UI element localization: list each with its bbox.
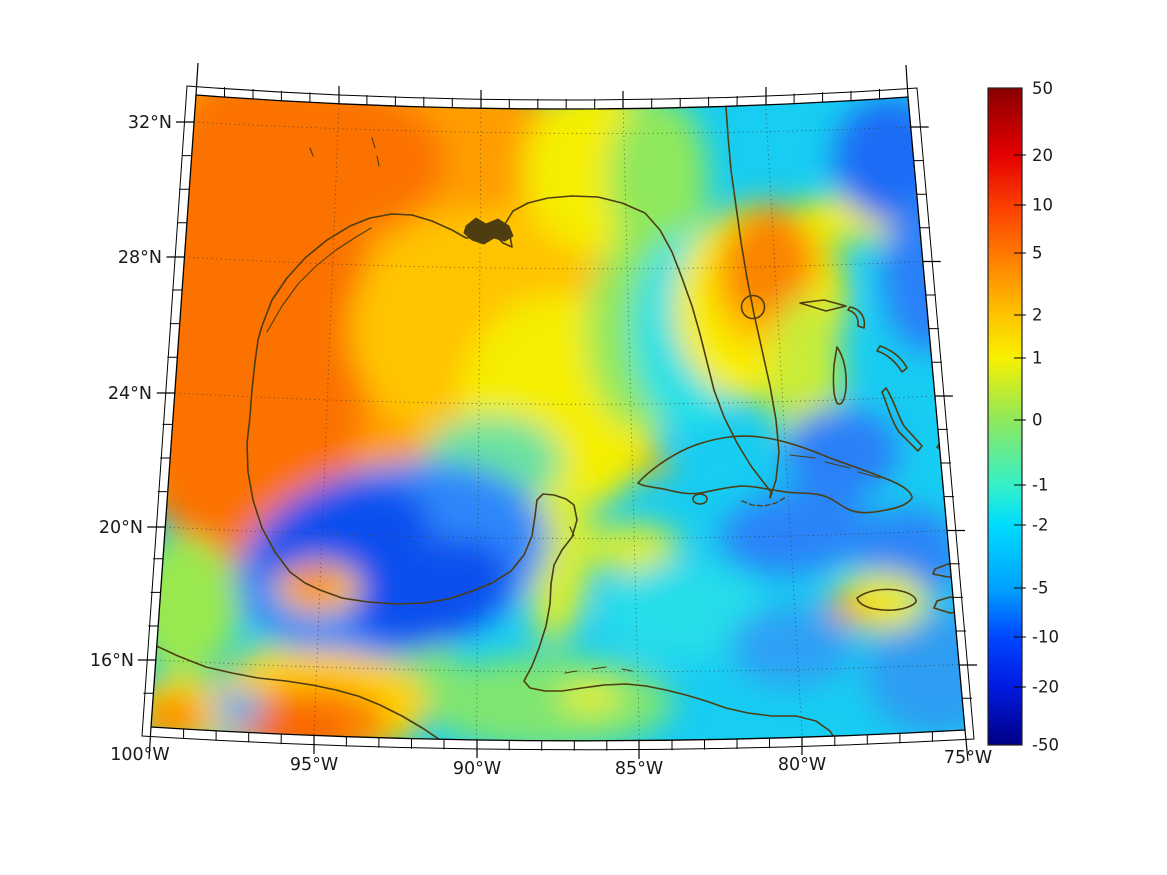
cb-label-m50: -50 (1032, 736, 1059, 755)
texas-barrier-islands (266, 227, 372, 333)
mississippi-delta (463, 217, 514, 245)
cuba-north-keys (789, 454, 881, 479)
meridian-95w (313, 103, 340, 736)
coastline-cuba (637, 435, 913, 514)
coastlines (151, 106, 965, 741)
cb-label-m2: -2 (1032, 516, 1048, 535)
colorbar-ticks (1014, 154, 1026, 688)
lon-label-80w: 80°W (778, 755, 826, 775)
lat-label-16n: 16°N (90, 651, 134, 671)
cb-label-2: 2 (1032, 306, 1043, 325)
bahamas-abaco (847, 306, 866, 329)
meridian-85w (622, 108, 640, 741)
latitude-labels: 32°N 28°N 24°N 20°N 16°N (90, 113, 172, 671)
frame-minor-ticks-right (913, 160, 973, 699)
lon-label-85w: 85°W (615, 759, 663, 779)
coastline-jamaica (856, 588, 917, 611)
colorbar-gradient (988, 88, 1022, 745)
colorbar-border (987, 87, 1023, 746)
lake-okeechobee (740, 294, 766, 320)
frame-minor-ticks-left (143, 155, 192, 694)
cb-label-m20: -20 (1032, 678, 1059, 697)
scalar-field (151, 95, 965, 741)
major-ticks-left (137, 121, 194, 661)
corner-meridian-ticks (148, 62, 969, 762)
cb-label-m1: -1 (1032, 476, 1048, 495)
cb-label-0: 0 (1032, 411, 1043, 430)
cb-label-10: 10 (1032, 196, 1053, 215)
major-ticks-top (338, 86, 767, 109)
lon-label-100w: 100°W (110, 745, 169, 765)
meridian-90w (476, 108, 482, 740)
cb-label-m10: -10 (1032, 628, 1059, 647)
graticule (155, 103, 960, 741)
coastline-pacific-mexico (151, 642, 451, 741)
isla-juventud (692, 493, 708, 505)
lat-label-28n: 28°N (118, 248, 162, 268)
bahamas-grand-bahama (799, 299, 847, 312)
cb-label-m5: -5 (1032, 579, 1048, 598)
bahamas-andros (832, 346, 847, 405)
frame-minor-ticks-bottom (183, 729, 933, 751)
lat-label-20n: 20°N (99, 518, 143, 538)
frame-minor-ticks-top (224, 87, 880, 109)
major-ticks-bottom (313, 736, 803, 759)
louisiana-lakes (309, 137, 380, 167)
cb-label-50: 50 (1032, 79, 1053, 98)
cb-label-5: 5 (1032, 244, 1043, 263)
longitude-labels: 100°W 95°W 90°W 85°W 80°W 75°W (110, 745, 992, 779)
lat-label-32n: 32°N (128, 113, 172, 133)
lon-label-75w: 75°W (944, 748, 992, 768)
lon-label-90w: 90°W (453, 759, 501, 779)
cb-label-1: 1 (1032, 349, 1043, 368)
coastline-gulf-atlantic (246, 106, 780, 573)
lat-label-24n: 24°N (108, 384, 152, 404)
bahamas-eleuthera (876, 345, 908, 373)
major-ticks-right (910, 126, 978, 666)
coastline-mexico-yucatan-centralamerica (289, 493, 840, 741)
cozumel-island (569, 526, 575, 537)
map-frame (137, 62, 978, 762)
lon-label-95w: 95°W (290, 755, 338, 775)
cb-label-20: 20 (1032, 146, 1053, 165)
bahamas-exuma (881, 387, 923, 452)
bay-islands-honduras (564, 666, 633, 674)
colorbar-labels: 50 20 10 5 2 1 0 -1 -2 -5 -10 -20 -50 (1032, 79, 1059, 755)
frame-outer (141, 85, 975, 751)
frame-inner (150, 94, 966, 742)
parallel-24n (174, 392, 935, 405)
colorbar: 50 20 10 5 2 1 0 -1 -2 -5 -10 -20 -50 (987, 79, 1059, 755)
